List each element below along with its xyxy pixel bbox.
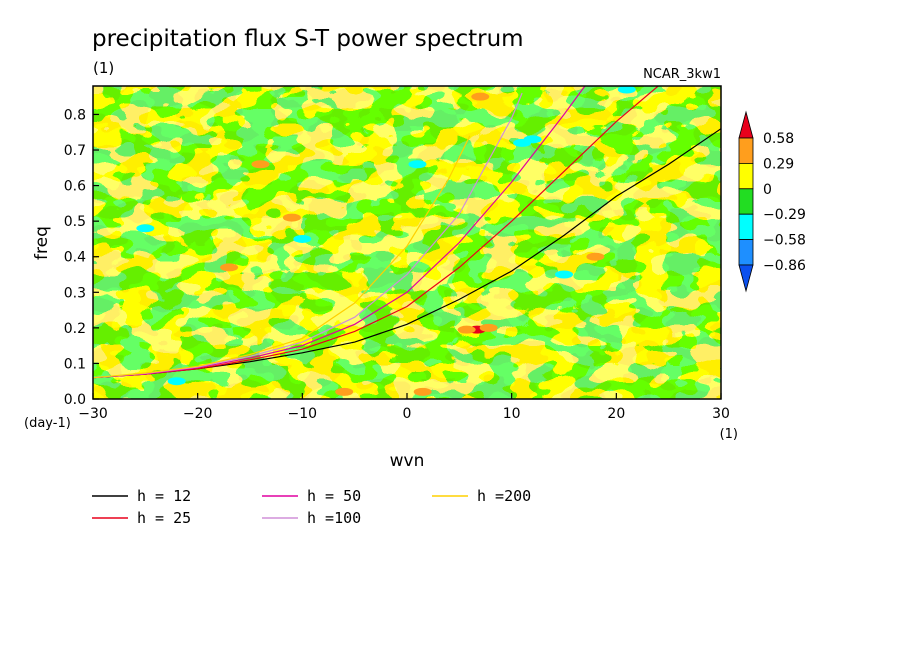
- colorbar-label: 0.29: [763, 156, 794, 172]
- dispersion-curves: [93, 86, 721, 379]
- plot-area: [93, 86, 721, 399]
- colorbar: 0.58 0.29 0 −0.29 −0.58 −0.86: [738, 110, 806, 293]
- x-axis: −30 −20 −10 0 10 20 30: [78, 393, 730, 422]
- y-tick-label: 0.5: [64, 214, 86, 230]
- colorbar-bottom-arrow: [738, 264, 754, 293]
- x-tick-label: 30: [712, 406, 730, 422]
- colorbar-label: −0.58: [763, 233, 806, 249]
- colorbar-segment: [738, 162, 754, 190]
- x-tick-label: −30: [78, 406, 108, 422]
- heatmap-field: [93, 86, 721, 399]
- heatmap-patch-2: [479, 323, 498, 332]
- x-tick-label: −20: [183, 406, 213, 422]
- legend: h = 12 h = 25 h = 50 h =100 h =200: [92, 487, 531, 527]
- curve-h-50: [93, 86, 586, 379]
- heatmap-patch-5: [220, 263, 239, 272]
- heatmap-patch-12: [523, 135, 542, 144]
- colorbar-top-arrow: [738, 110, 754, 139]
- heatmap-patch-14: [293, 234, 312, 243]
- model-label: NCAR_3kw1: [643, 67, 721, 82]
- colorbar-segment: [738, 137, 754, 164]
- heatmap-patch-7: [586, 252, 605, 261]
- y-tick-label: 0.1: [64, 356, 86, 372]
- heatmap-patch-9: [251, 160, 270, 169]
- legend-label: h =100: [307, 509, 361, 527]
- colorbar-label: 0: [763, 182, 772, 198]
- heatmap-patch-3: [335, 387, 354, 396]
- x-unit-label: (1): [720, 427, 738, 442]
- colorbar-label: −0.29: [763, 207, 806, 223]
- colorbar-segment: [738, 239, 754, 266]
- y-tick-label: 0.3: [64, 285, 86, 301]
- y-tick-label: 0.4: [64, 250, 86, 266]
- y-tick-label: 0.7: [64, 143, 86, 159]
- y-tick-label: 0.8: [64, 107, 86, 123]
- x-tick-label: 0: [403, 406, 412, 422]
- x-axis-title: wvn: [390, 451, 425, 471]
- legend-label: h = 25: [137, 509, 191, 527]
- heatmap-patch-1: [457, 325, 476, 334]
- x-tick-label: 10: [503, 406, 521, 422]
- y-tick-label: 0.0: [64, 392, 86, 408]
- legend-label: h = 50: [307, 487, 361, 505]
- heatmap-patch-10: [408, 160, 427, 169]
- chart-title: precipitation flux S-T power spectrum: [92, 26, 524, 52]
- y-axis: 0.0 0.1 0.2 0.3 0.4 0.5 0.6 0.7 0.8: [64, 107, 99, 408]
- colorbar-segment: [738, 188, 754, 215]
- x-tick-label: 20: [607, 406, 625, 422]
- colorbar-segment: [738, 213, 754, 240]
- heatmap-patch-17: [555, 270, 573, 279]
- colorbar-label: −0.86: [763, 258, 806, 274]
- colorbar-label: 0.58: [763, 131, 794, 147]
- heatmap-patch-15: [167, 377, 186, 386]
- curve-h-200: [93, 135, 471, 379]
- heatmap-patch-13: [136, 224, 155, 233]
- chart-subtitle: (1): [93, 59, 114, 77]
- y-tick-label: 0.6: [64, 179, 86, 195]
- x-tick-label: −10: [288, 406, 318, 422]
- y-unit-label: (day-1): [24, 416, 71, 431]
- y-axis-title: freq: [32, 226, 52, 260]
- curve-h-25: [93, 86, 659, 379]
- highlight-patches: [136, 86, 636, 396]
- heatmap-patch-8: [471, 92, 490, 101]
- heatmap-patch-16: [617, 86, 636, 94]
- heatmap-patch-4: [413, 387, 432, 396]
- y-tick-label: 0.2: [64, 321, 86, 337]
- legend-label: h = 12: [137, 487, 191, 505]
- legend-label: h =200: [477, 487, 531, 505]
- heatmap-patch-6: [282, 213, 301, 222]
